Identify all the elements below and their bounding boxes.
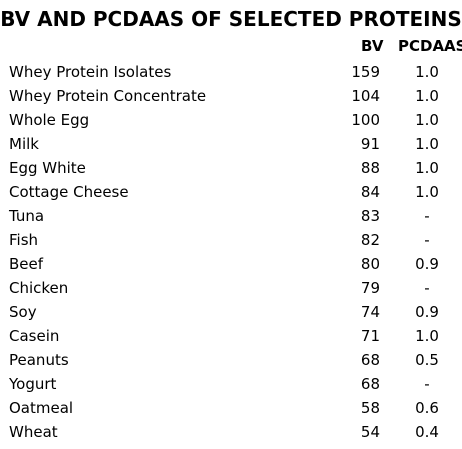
table-row: Yogurt 68 -: [0, 372, 462, 396]
pcdaas-value: -: [424, 279, 430, 297]
protein-name: Soy: [9, 303, 37, 321]
bv-value: 91: [360, 135, 380, 153]
bv-value: 54: [360, 423, 380, 441]
protein-name: Yogurt: [9, 375, 57, 393]
pcdaas-value: 1.0: [415, 183, 439, 201]
bv-value: 74: [360, 303, 380, 321]
bv-value: 83: [360, 207, 380, 225]
pcdaas-value: 1.0: [415, 135, 439, 153]
table-row: Fish 82 -: [0, 228, 462, 252]
bv-value: 68: [360, 351, 380, 369]
protein-name: Peanuts: [9, 351, 69, 369]
bv-value: 71: [360, 327, 380, 345]
page-title: BV AND PCDAAS OF SELECTED PROTEINS: [0, 7, 462, 31]
pcdaas-value: 1.0: [415, 111, 439, 129]
pcdaas-value: 0.4: [415, 423, 439, 441]
table-row: Chicken 79 -: [0, 276, 462, 300]
protein-name: Egg White: [9, 159, 86, 177]
protein-name: Casein: [9, 327, 60, 345]
table-row: Milk 91 1.0: [0, 132, 462, 156]
pcdaas-value: 1.0: [415, 87, 439, 105]
table-row: Tuna 83 -: [0, 204, 462, 228]
bv-value: 159: [351, 63, 380, 81]
protein-table: Whey Protein Isolates 159 1.0 Whey Protein …: [0, 60, 462, 444]
protein-name: Whey Protein Concentrate: [9, 87, 207, 105]
pcdaas-value: 0.6: [415, 399, 439, 417]
pcdaas-value: -: [424, 207, 430, 225]
protein-name: Cottage Cheese: [9, 183, 129, 201]
table-row: Peanuts 68 0.5: [0, 348, 462, 372]
table-row: Whey Protein Concentrate 104 1.0: [0, 84, 462, 108]
pcdaas-value: 1.0: [415, 159, 439, 177]
protein-name: Tuna: [9, 207, 45, 225]
protein-name: Whole Egg: [9, 111, 90, 129]
bv-value: 58: [360, 399, 380, 417]
table-row: Wheat 54 0.4: [0, 420, 462, 444]
bv-value: 82: [360, 231, 380, 249]
table-row: Soy 74 0.9: [0, 300, 462, 324]
pcdaas-value: -: [424, 231, 430, 249]
pcdaas-value: 1.0: [415, 63, 439, 81]
protein-name: Chicken: [9, 279, 69, 297]
protein-name: Wheat: [9, 423, 58, 441]
pcdaas-value: 0.9: [415, 303, 439, 321]
pcdaas-value: 0.5: [415, 351, 439, 369]
table-row: Egg White 88 1.0: [0, 156, 462, 180]
bv-value: 79: [360, 279, 380, 297]
table-row: Casein 71 1.0: [0, 324, 462, 348]
column-header-pcdaas: PCDAAS: [398, 37, 462, 55]
column-header-bv: BV: [361, 37, 384, 55]
protein-name: Fish: [9, 231, 39, 249]
bv-value: 68: [360, 375, 380, 393]
bv-value: 80: [360, 255, 380, 273]
bv-value: 104: [351, 87, 380, 105]
protein-name: Beef: [9, 255, 44, 273]
protein-name: Oatmeal: [9, 399, 74, 417]
pcdaas-value: -: [424, 375, 430, 393]
protein-name: Milk: [9, 135, 39, 153]
table-row: Whole Egg 100 1.0: [0, 108, 462, 132]
protein-name: Whey Protein Isolates: [9, 63, 172, 81]
table-row: Cottage Cheese 84 1.0: [0, 180, 462, 204]
bv-value: 88: [360, 159, 380, 177]
table-row: Oatmeal 58 0.6: [0, 396, 462, 420]
pcdaas-value: 1.0: [415, 327, 439, 345]
table-row: Whey Protein Isolates 159 1.0: [0, 60, 462, 84]
bv-value: 84: [360, 183, 380, 201]
bv-value: 100: [351, 111, 380, 129]
table-row: Beef 80 0.9: [0, 252, 462, 276]
pcdaas-value: 0.9: [415, 255, 439, 273]
